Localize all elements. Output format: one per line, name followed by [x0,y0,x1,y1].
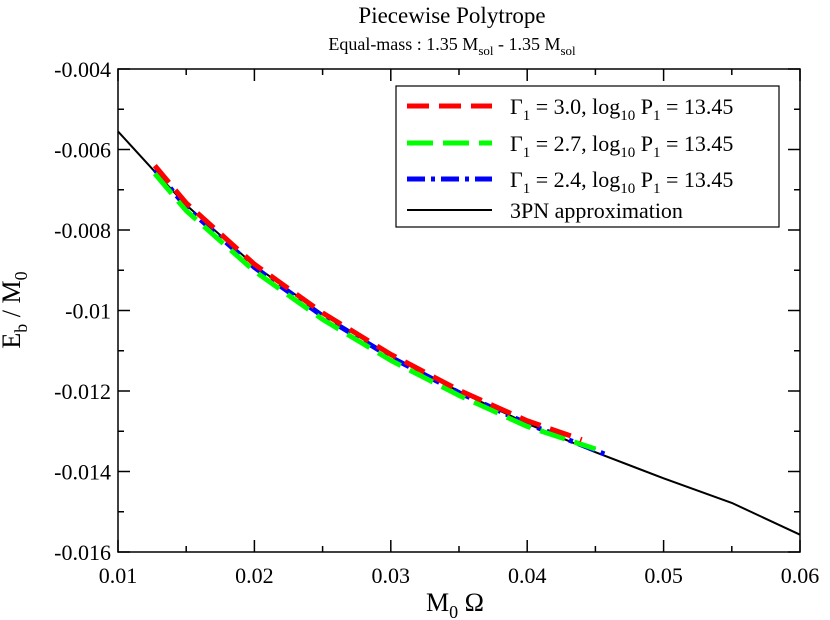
y-tick-label: -0.01 [65,299,111,324]
legend-label-gamma-3-0: Γ1 = 3.0, log10 P1 = 13.45 [510,94,733,124]
y-tick-label: -0.004 [54,57,111,82]
series-line-gamma-0 [152,163,583,443]
y-tick-label: -0.012 [54,379,111,404]
y-tick-label: -0.006 [54,138,111,163]
legend-box [395,85,780,228]
x-tick-label: 0.06 [781,563,820,588]
chart-title: Piecewise Polytrope Equal-mass : 1.35 Ms… [328,3,576,58]
legend-label-gamma-2-7: Γ1 = 2.7, log10 P1 = 13.45 [510,131,733,161]
subtitle: Equal-mass : 1.35 Msol - 1.35 Msol [328,34,576,58]
y-tick-label: -0.016 [54,540,111,565]
x-tick-label: 0.04 [508,563,547,588]
y-axis-label: Eb / M0 [0,271,31,348]
axes-layer: 0.01 0.02 0.03 0.04 0.05 0.06 -0.016 -0.014 -0.0… [54,57,819,588]
x-tick-label: 0.05 [644,563,683,588]
y-tick-label: -0.008 [54,218,111,243]
title: Piecewise Polytrope [358,3,545,28]
series-line-gamma-1 [152,172,597,452]
x-tick-label: 0.03 [372,563,411,588]
series-line-gamma-2 [152,168,610,459]
axis-labels: M0 Ω Eb / M0 [0,271,484,620]
x-tick-label: 0.02 [235,563,274,588]
legend: Γ1 = 3.0, log10 P1 = 13.45 Γ1 = 2.7, log… [395,85,780,228]
legend-label-3pn: 3PN approximation [510,198,683,223]
legend-label-gamma-2-4: Γ1 = 2.4, log10 P1 = 13.45 [510,167,733,197]
x-axis-label: M0 Ω [426,588,484,620]
y-tick-label: -0.014 [54,460,111,485]
x-tick-label: 0.01 [99,563,138,588]
series-layer [117,130,801,536]
